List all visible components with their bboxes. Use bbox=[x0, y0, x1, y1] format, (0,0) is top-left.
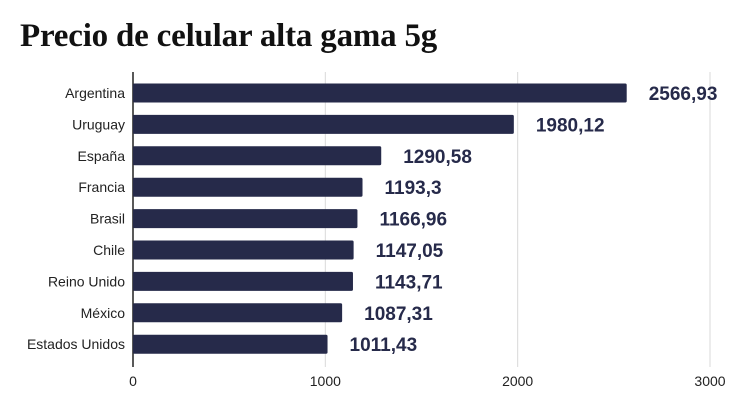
category-label: Argentina bbox=[65, 85, 125, 101]
category-label: Estados Unidos bbox=[27, 336, 125, 352]
bars bbox=[133, 83, 627, 354]
x-axis-tick-labels: 0 1000 2000 3000 bbox=[129, 373, 726, 389]
value-label: 1087,31 bbox=[364, 304, 433, 325]
bar-uruguay bbox=[133, 114, 514, 134]
value-label: 1166,96 bbox=[379, 210, 447, 231]
category-label: Brasil bbox=[90, 211, 125, 227]
value-label: 2566,93 bbox=[649, 84, 718, 105]
category-label: Francia bbox=[78, 179, 125, 195]
x-tick-label-3000: 3000 bbox=[694, 373, 725, 389]
value-label: 1147,05 bbox=[376, 241, 444, 262]
bar-españa bbox=[133, 146, 382, 166]
bar-estados-unidos bbox=[133, 334, 328, 354]
x-tick-label-0: 0 bbox=[129, 373, 137, 389]
category-label: México bbox=[81, 305, 126, 321]
bar-francia bbox=[133, 177, 363, 197]
bar-méxico bbox=[133, 303, 343, 323]
category-label: Reino Unido bbox=[48, 273, 125, 289]
x-tick-label-1000: 1000 bbox=[310, 373, 341, 389]
category-label: Chile bbox=[93, 242, 125, 258]
value-label: 1193,3 bbox=[385, 178, 442, 199]
bar-argentina bbox=[133, 83, 627, 103]
bar-brasil bbox=[133, 209, 358, 229]
bar-reino-unido bbox=[133, 271, 353, 291]
category-label: España bbox=[78, 148, 126, 164]
x-tick-label-2000: 2000 bbox=[502, 373, 533, 389]
category-labels: Argentina Uruguay España Francia Brasil Chile… bbox=[27, 85, 125, 352]
value-labels: 2566,93 1980,12 1290,58 1193,3 1166,96 1147,0… bbox=[350, 84, 718, 356]
bar-chile bbox=[133, 240, 354, 260]
value-label: 1980,12 bbox=[536, 115, 605, 136]
category-label: Uruguay bbox=[72, 116, 125, 132]
value-label: 1143,71 bbox=[375, 272, 443, 293]
value-label: 1011,43 bbox=[350, 335, 418, 356]
value-label: 1290,58 bbox=[403, 147, 472, 168]
chart-title: Precio de celular alta gama 5g bbox=[20, 18, 438, 54]
